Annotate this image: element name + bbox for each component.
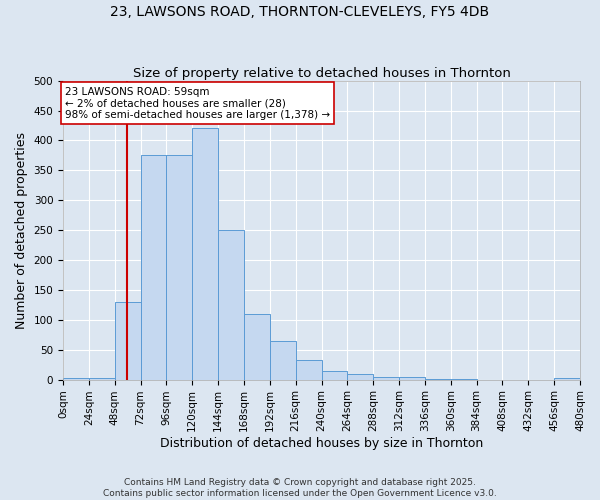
- Bar: [192, 128, 218, 380]
- Y-axis label: Number of detached properties: Number of detached properties: [15, 132, 28, 328]
- Bar: [399, 376, 425, 380]
- Bar: [322, 370, 347, 380]
- Bar: [63, 378, 89, 380]
- Text: 23 LAWSONS ROAD: 59sqm
← 2% of detached houses are smaller (28)
98% of semi-deta: 23 LAWSONS ROAD: 59sqm ← 2% of detached …: [65, 86, 331, 120]
- Title: Size of property relative to detached houses in Thornton: Size of property relative to detached ho…: [133, 66, 511, 80]
- Bar: [115, 302, 140, 380]
- Bar: [296, 360, 322, 380]
- Bar: [347, 374, 373, 380]
- Text: 23, LAWSONS ROAD, THORNTON-CLEVELEYS, FY5 4DB: 23, LAWSONS ROAD, THORNTON-CLEVELEYS, FY…: [110, 5, 490, 19]
- Text: Contains HM Land Registry data © Crown copyright and database right 2025.
Contai: Contains HM Land Registry data © Crown c…: [103, 478, 497, 498]
- Bar: [89, 378, 115, 380]
- Bar: [244, 314, 270, 380]
- Bar: [554, 378, 580, 380]
- Bar: [425, 379, 451, 380]
- Bar: [166, 156, 192, 380]
- Bar: [140, 156, 166, 380]
- Bar: [451, 379, 476, 380]
- Bar: [218, 230, 244, 380]
- X-axis label: Distribution of detached houses by size in Thornton: Distribution of detached houses by size …: [160, 437, 483, 450]
- Bar: [270, 340, 296, 380]
- Bar: [373, 376, 399, 380]
